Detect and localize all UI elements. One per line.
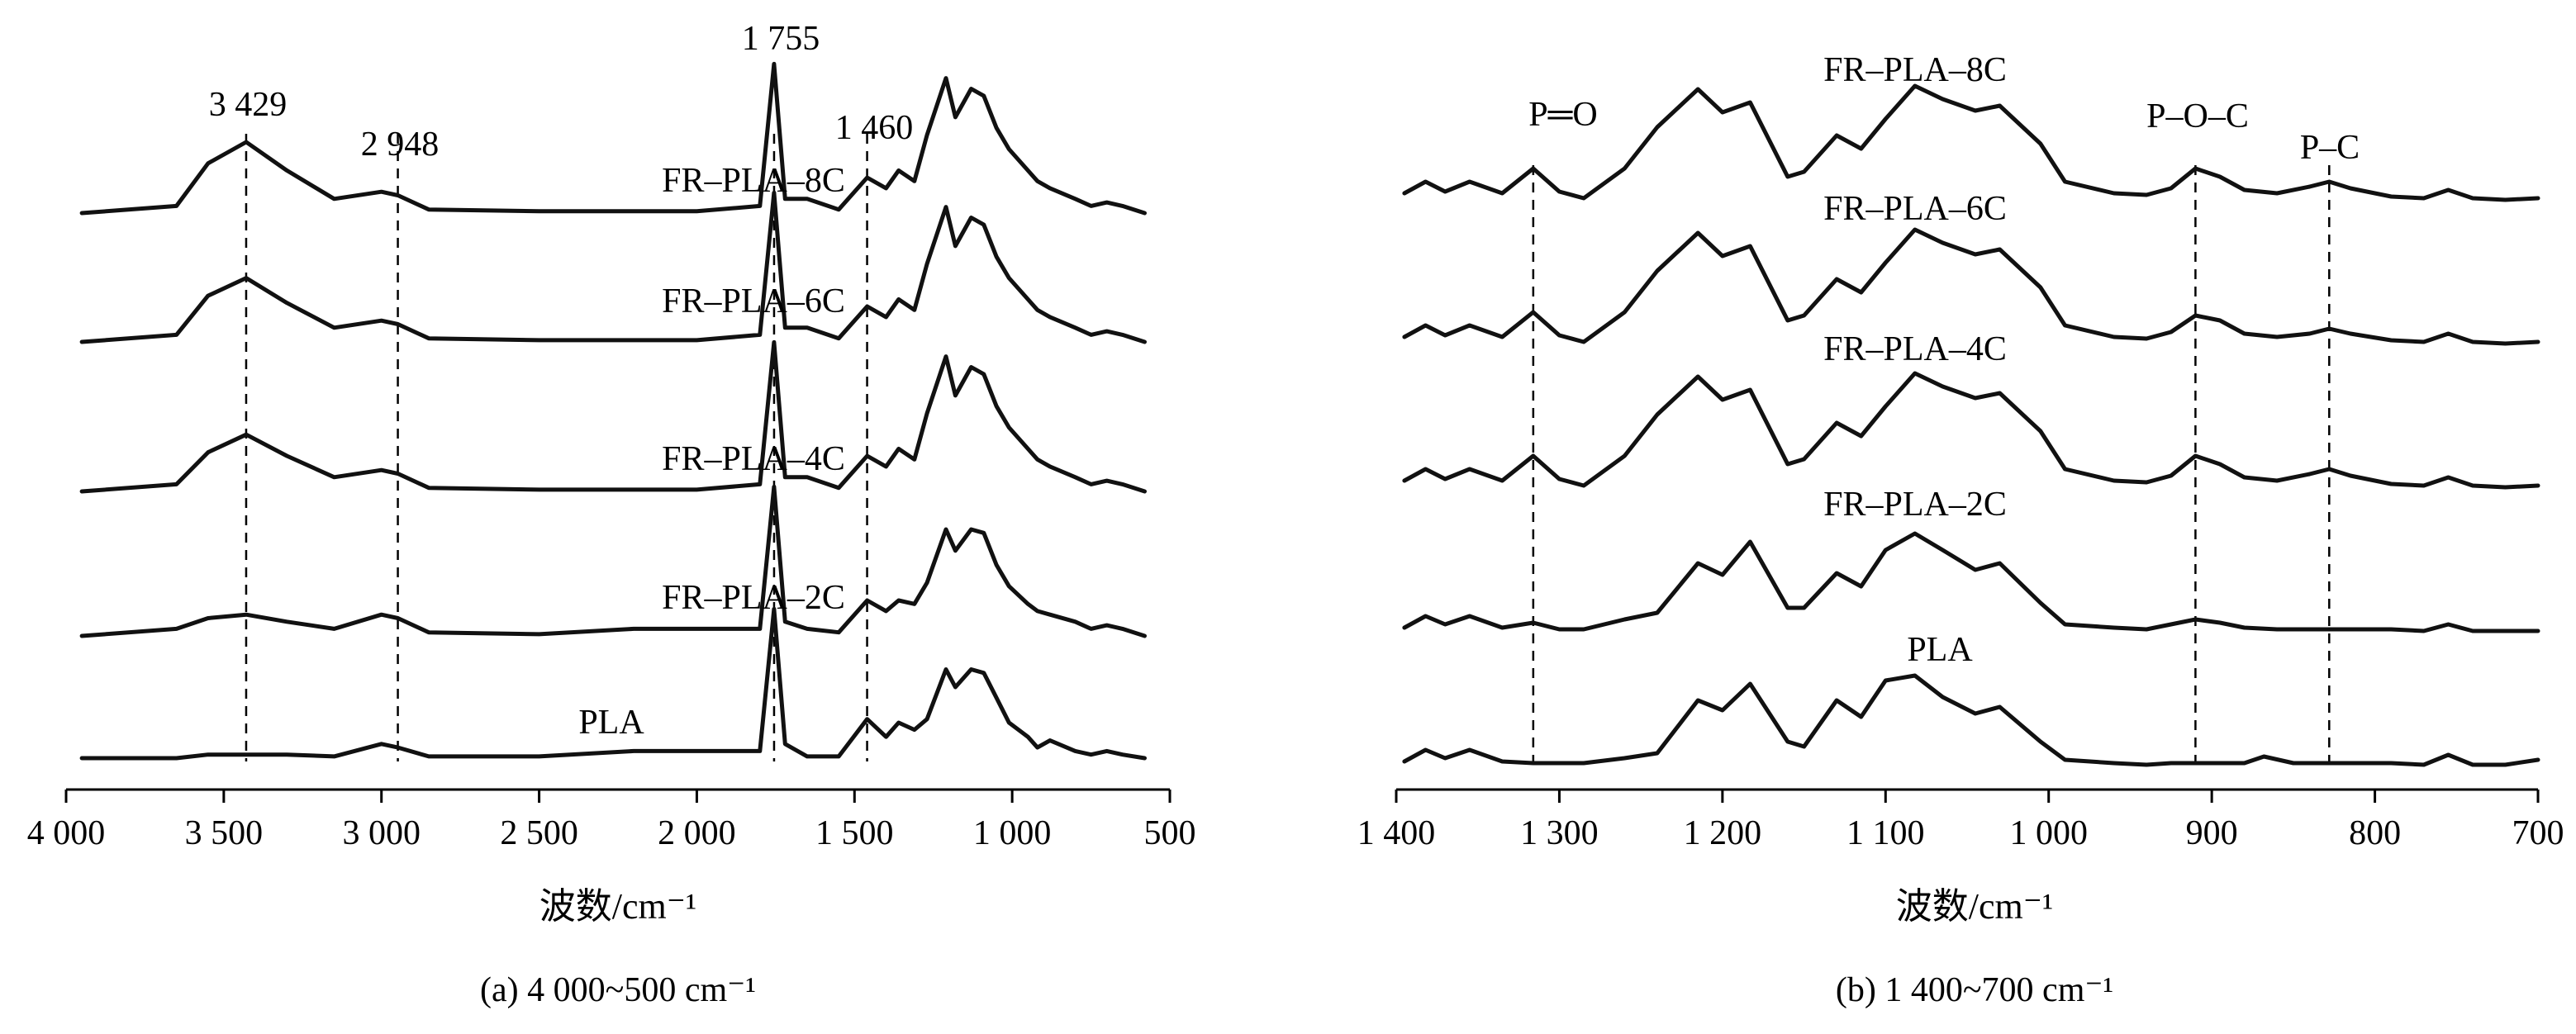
panel-a-series-pla [79, 606, 1147, 761]
panel-a-series-label-fr-pla-8c: FR–PLA–8C [662, 162, 845, 200]
panel-a-curves: FR–PLA–8C FR–PLA–6C FR–PLA–4C FR–PLA–2C PLA [79, 61, 1147, 761]
panel-a-series-fr-pla-2c [79, 484, 1147, 638]
panel-a-x-axis-label: 波数/cm⁻¹ [539, 886, 696, 927]
panel-a-series-fr-pla-6c [79, 190, 1147, 344]
panel-a-tick-label-1000: 1 000 [973, 814, 1052, 852]
panel-b-tick-label-1300: 1 300 [1520, 814, 1599, 852]
panel-b-tick-label-1400: 1 400 [1357, 814, 1436, 852]
panel-b-series-fr-pla-6c [1402, 227, 2540, 346]
panel-a-marker-label-1-755: 1 755 [742, 20, 820, 58]
panel-a-marker-label-2-948: 2 948 [361, 126, 440, 164]
panel-b-tick-label-1000: 1 000 [2009, 814, 2088, 852]
panel-a: 4 000 3 500 3 000 2 500 2 000 1 500 1 000 500 3… [27, 20, 1196, 1009]
panel-b-tick-label-1100: 1 100 [1846, 814, 1925, 852]
panel-b-x-axis-label: 波数/cm⁻¹ [1896, 886, 2053, 927]
panel-b-series-fr-pla-2c [1402, 531, 2540, 633]
panel-a-series-fr-pla-8c [79, 61, 1147, 216]
panel-b-marker-label-p-c: P–C [2300, 129, 2360, 167]
panel-a-tick-label-3000: 3 000 [342, 814, 421, 852]
panel-a-marker-label-3-429: 3 429 [209, 86, 288, 124]
panel-b-series-label-fr-pla-2c: FR–PLA–2C [1823, 486, 2007, 524]
panel-b-series-pla [1402, 673, 2540, 767]
panel-a-tick-label-3500: 3 500 [185, 814, 264, 852]
panel-a-marker-label-1-460: 1 460 [835, 109, 914, 147]
panel-b-marker-label-p-o: P═O [1528, 96, 1597, 134]
panel-a-tick-label-2000: 2 000 [658, 814, 736, 852]
panel-b: 1 400 1 300 1 200 1 100 1 000 900 800 700 P═O P–… [1357, 51, 2564, 1009]
panel-a-series-label-pla: PLA [578, 704, 644, 742]
panel-a-series-label-fr-pla-4c: FR–PLA–4C [662, 440, 845, 478]
panel-b-ticks: 1 400 1 300 1 200 1 100 1 000 900 800 700 [1357, 790, 2564, 852]
panel-b-series-label-fr-pla-6c: FR–PLA–6C [1823, 190, 2007, 228]
panel-b-tick-label-700: 700 [2512, 814, 2564, 852]
panel-a-tick-label-1500: 1 500 [815, 814, 894, 852]
panel-a-tick-label-500: 500 [1144, 814, 1196, 852]
panel-a-series-label-fr-pla-6c: FR–PLA–6C [662, 282, 845, 320]
panel-a-tick-label-4000: 4 000 [27, 814, 106, 852]
panel-a-ticks: 4 000 3 500 3 000 2 500 2 000 1 500 1 000 500 [27, 790, 1196, 852]
panel-b-caption: (b) 1 400~700 cm⁻¹ [1836, 971, 2113, 1009]
panel-a-markers: 3 429 2 948 1 755 1 460 [209, 20, 914, 761]
panel-a-caption: (a) 4 000~500 cm⁻¹ [480, 971, 756, 1009]
panel-b-tick-label-900: 900 [2186, 814, 2238, 852]
panel-b-tick-label-1200: 1 200 [1684, 814, 1762, 852]
panel-a-series-label-fr-pla-2c: FR–PLA–2C [662, 579, 845, 617]
panel-b-series-label-fr-pla-4c: FR–PLA–4C [1823, 330, 2007, 368]
panel-a-series-fr-pla-4c [79, 339, 1147, 494]
panel-b-curves: FR–PLA–8C FR–PLA–6C FR–PLA–4C FR–PLA–2C PLA [1402, 51, 2540, 767]
panel-b-tick-label-800: 800 [2349, 814, 2401, 852]
panel-b-series-label-fr-pla-8c: FR–PLA–8C [1823, 51, 2007, 89]
panel-b-series-fr-pla-8c [1402, 83, 2540, 202]
panel-b-marker-label-p-o-c: P–O–C [2146, 97, 2249, 135]
panel-b-series-label-pla: PLA [1907, 631, 1973, 669]
panel-a-tick-label-2500: 2 500 [500, 814, 578, 852]
panel-b-markers: P═O P–O–C P–C [1528, 96, 2360, 761]
panel-b-series-fr-pla-4c [1402, 371, 2540, 490]
